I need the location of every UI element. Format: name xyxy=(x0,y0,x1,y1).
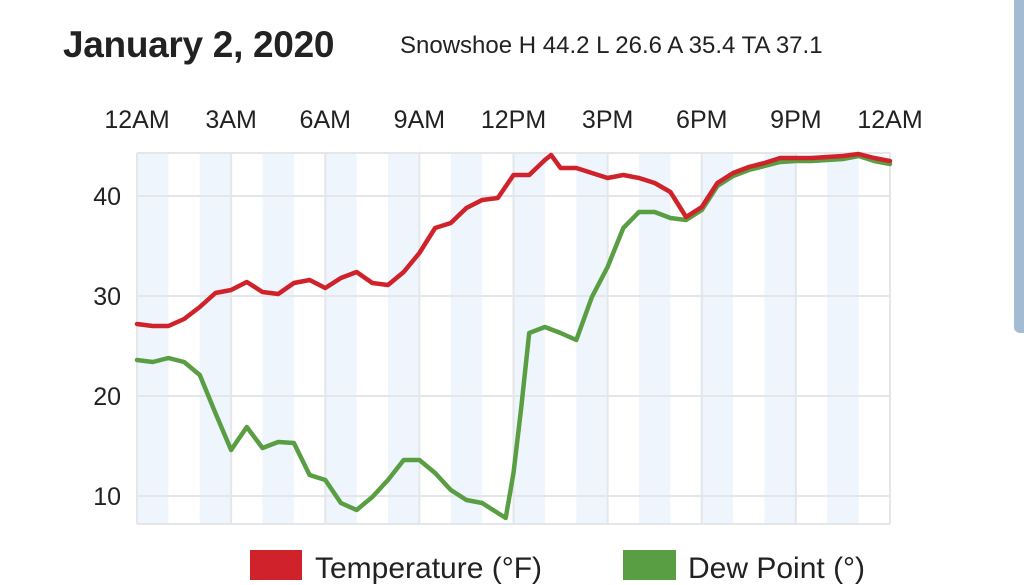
x-tick-label: 12AM xyxy=(857,106,922,134)
hour-stripe xyxy=(388,153,420,524)
legend-swatch-temperature xyxy=(250,550,302,580)
y-tick-label: 30 xyxy=(93,283,121,311)
hour-stripe xyxy=(450,153,483,524)
y-tick-label: 10 xyxy=(93,483,121,511)
x-tick-label: 6AM xyxy=(300,106,351,134)
x-tick-label: 12PM xyxy=(481,106,546,134)
hour-stripe xyxy=(827,153,859,524)
scrollbar[interactable] xyxy=(1014,0,1024,333)
hour-stripe xyxy=(325,153,357,524)
hour-stripe xyxy=(701,153,734,524)
x-tick-label: 12AM xyxy=(104,106,169,134)
station-summary: Snowshoe H 44.2 L 26.6 A 35.4 TA 37.1 xyxy=(400,32,823,59)
hour-stripe xyxy=(262,153,294,524)
legend-swatch-dew-point xyxy=(623,550,676,580)
chart-title: January 2, 2020 xyxy=(63,24,335,65)
hour-stripe xyxy=(764,153,796,524)
hour-stripe xyxy=(137,153,169,524)
temperature-line xyxy=(134,151,893,329)
x-tick-label: 3PM xyxy=(582,106,633,134)
legend-label-temperature: Temperature (°F) xyxy=(315,552,542,585)
x-tick-label: 9PM xyxy=(770,106,821,134)
hour-stripe xyxy=(576,153,608,524)
y-tick-label: 20 xyxy=(93,383,121,411)
y-tick-label: 40 xyxy=(93,183,121,211)
x-tick-label: 6PM xyxy=(676,106,727,134)
hour-stripe xyxy=(199,153,232,524)
hour-stripe xyxy=(639,153,671,524)
x-tick-label: 9AM xyxy=(394,106,445,134)
legend-label-dew-point: Dew Point (°) xyxy=(688,552,865,585)
legend: Temperature (°F) Dew Point (°) xyxy=(250,550,865,585)
x-tick-label: 3AM xyxy=(205,106,256,134)
